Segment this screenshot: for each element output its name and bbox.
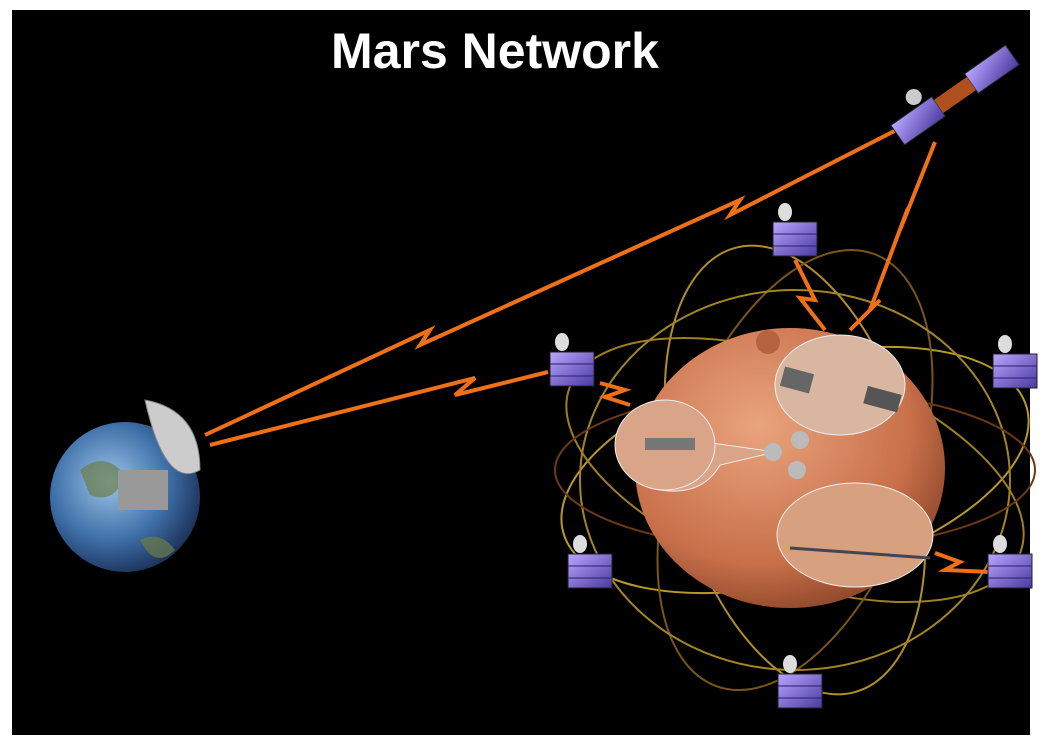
illustration: Mars Network [0,0,1043,747]
page: Mars Network [0,0,1043,747]
title: Mars Network [331,23,659,79]
crater [756,330,780,354]
